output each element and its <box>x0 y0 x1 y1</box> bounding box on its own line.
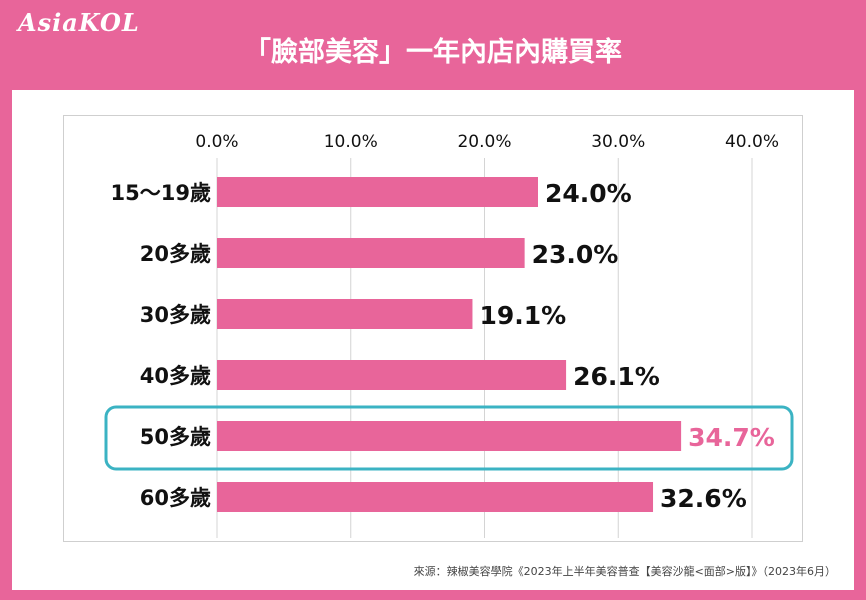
category-label: 20多歲 <box>140 242 211 266</box>
x-tick-label: 40.0% <box>725 132 779 152</box>
category-label: 40多歲 <box>140 364 211 388</box>
highlight-outline <box>104 405 794 471</box>
bar <box>217 299 473 329</box>
x-tick-label: 10.0% <box>324 132 378 152</box>
value-label: 19.1% <box>479 301 566 330</box>
category-label: 60多歲 <box>140 486 211 510</box>
chart-title: 「臉部美容」一年內店內購買率 <box>244 37 622 68</box>
value-label: 32.6% <box>660 484 747 513</box>
bar <box>217 238 525 268</box>
x-tick-label: 30.0% <box>591 132 645 152</box>
value-label: 34.7% <box>688 423 775 452</box>
bar <box>217 177 538 207</box>
value-label: 26.1% <box>573 362 660 391</box>
x-tick-label: 0.0% <box>195 132 238 152</box>
value-label: 23.0% <box>532 240 619 269</box>
category-label: 15～19歲 <box>111 181 211 205</box>
asiakol-logo: AsiaKOL <box>18 8 140 37</box>
source-note: 來源：辣椒美容學院《2023年上半年美容普查【美容沙龍<面部>版】》（2023年… <box>413 565 836 578</box>
bar <box>217 482 654 512</box>
bar <box>217 360 567 390</box>
value-label: 24.0% <box>545 179 632 208</box>
category-label: 30多歲 <box>140 303 211 327</box>
bar <box>217 421 682 451</box>
x-tick-label: 20.0% <box>457 132 511 152</box>
category-label: 50多歲 <box>140 425 211 449</box>
